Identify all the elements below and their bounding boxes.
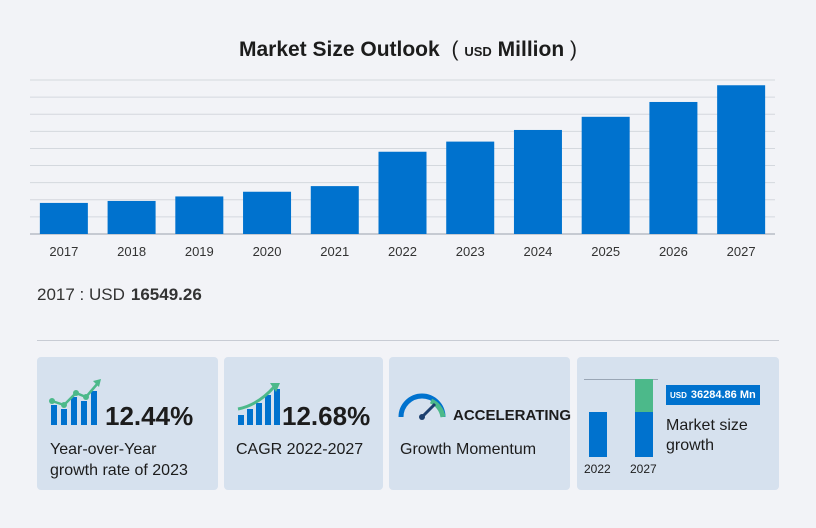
bar-2027 xyxy=(717,85,766,234)
growth-chart-icon xyxy=(49,379,101,425)
x-tick-label: 2023 xyxy=(456,244,485,259)
cagr-label: CAGR 2022-2027 xyxy=(236,441,364,458)
market-growth-label-2: growth xyxy=(666,437,715,454)
bar-2021 xyxy=(310,186,359,234)
bar-2024 xyxy=(513,129,562,234)
yoy-card: 12.44% Year-over-Year growth rate of 202… xyxy=(37,357,218,490)
market-growth-badge: USD 36284.86 Mn xyxy=(666,385,760,405)
title-unit: ( USD Million ) xyxy=(451,38,578,61)
bar-2019 xyxy=(175,196,224,234)
yoy-value: 12.44% xyxy=(105,401,194,431)
bar-2022 xyxy=(378,151,427,234)
x-tick-label: 2027 xyxy=(727,244,756,259)
x-tick-label: 2020 xyxy=(253,244,282,259)
bar-2020 xyxy=(243,191,292,234)
rising-bars-icon xyxy=(237,383,280,425)
mini-year-start: 2022 xyxy=(584,462,611,476)
mini-year-end: 2027 xyxy=(630,462,657,476)
cagr-card: 12.68% CAGR 2022-2027 xyxy=(224,357,383,490)
unit-big: Million xyxy=(497,38,565,61)
chart-title: Market Size Outlook ( USD Million ) xyxy=(0,38,816,62)
base-year-value: 2017 : USD 16549.26 xyxy=(37,285,202,305)
cagr-value: 12.68% xyxy=(282,401,371,431)
base-value: 16549.26 xyxy=(130,285,202,304)
x-tick-label: 2021 xyxy=(320,244,349,259)
base-label: 2017 : USD xyxy=(37,285,125,304)
x-tick-label: 2026 xyxy=(659,244,688,259)
momentum-label: Growth Momentum xyxy=(400,441,537,458)
bar-2018 xyxy=(107,200,156,234)
mini-bar-2027-base xyxy=(635,412,653,457)
mini-bar-2022 xyxy=(589,412,607,457)
badge-unit: USD xyxy=(670,391,687,400)
market-growth-label-1: Market size xyxy=(666,417,748,434)
x-tick-label: 2019 xyxy=(185,244,214,259)
divider xyxy=(37,340,779,341)
momentum-value: ACCELERATING xyxy=(453,407,572,424)
x-tick-label: 2018 xyxy=(117,244,146,259)
yoy-label-1: Year-over-Year xyxy=(50,441,157,458)
bar-chart: 2017 2018 2019 2020 2021 2022 2023 2024 2025 2026… xyxy=(30,79,775,259)
title-main: Market Size Outlook xyxy=(238,38,440,61)
x-tick-label: 2025 xyxy=(591,244,620,259)
x-tick-label: 2022 xyxy=(388,244,417,259)
market-growth-card: 2022 2027 USD 36284.86 Mn Market size gro… xyxy=(577,357,779,490)
speedometer-icon xyxy=(398,393,446,420)
bar-2023 xyxy=(446,141,495,234)
mini-bar-2027-growth xyxy=(635,379,653,412)
bar-2017 xyxy=(39,202,88,234)
badge-value: 36284.86 Mn xyxy=(690,389,756,401)
x-tick-label: 2017 xyxy=(49,244,78,259)
yoy-label-2: growth rate of 2023 xyxy=(50,462,188,479)
bar-2025 xyxy=(581,116,630,234)
unit-small: USD xyxy=(464,44,492,59)
bar-2026 xyxy=(649,101,698,234)
momentum-card: ACCELERATING Growth Momentum xyxy=(389,357,572,490)
mini-top-line xyxy=(584,379,658,380)
x-tick-label: 2024 xyxy=(523,244,552,259)
